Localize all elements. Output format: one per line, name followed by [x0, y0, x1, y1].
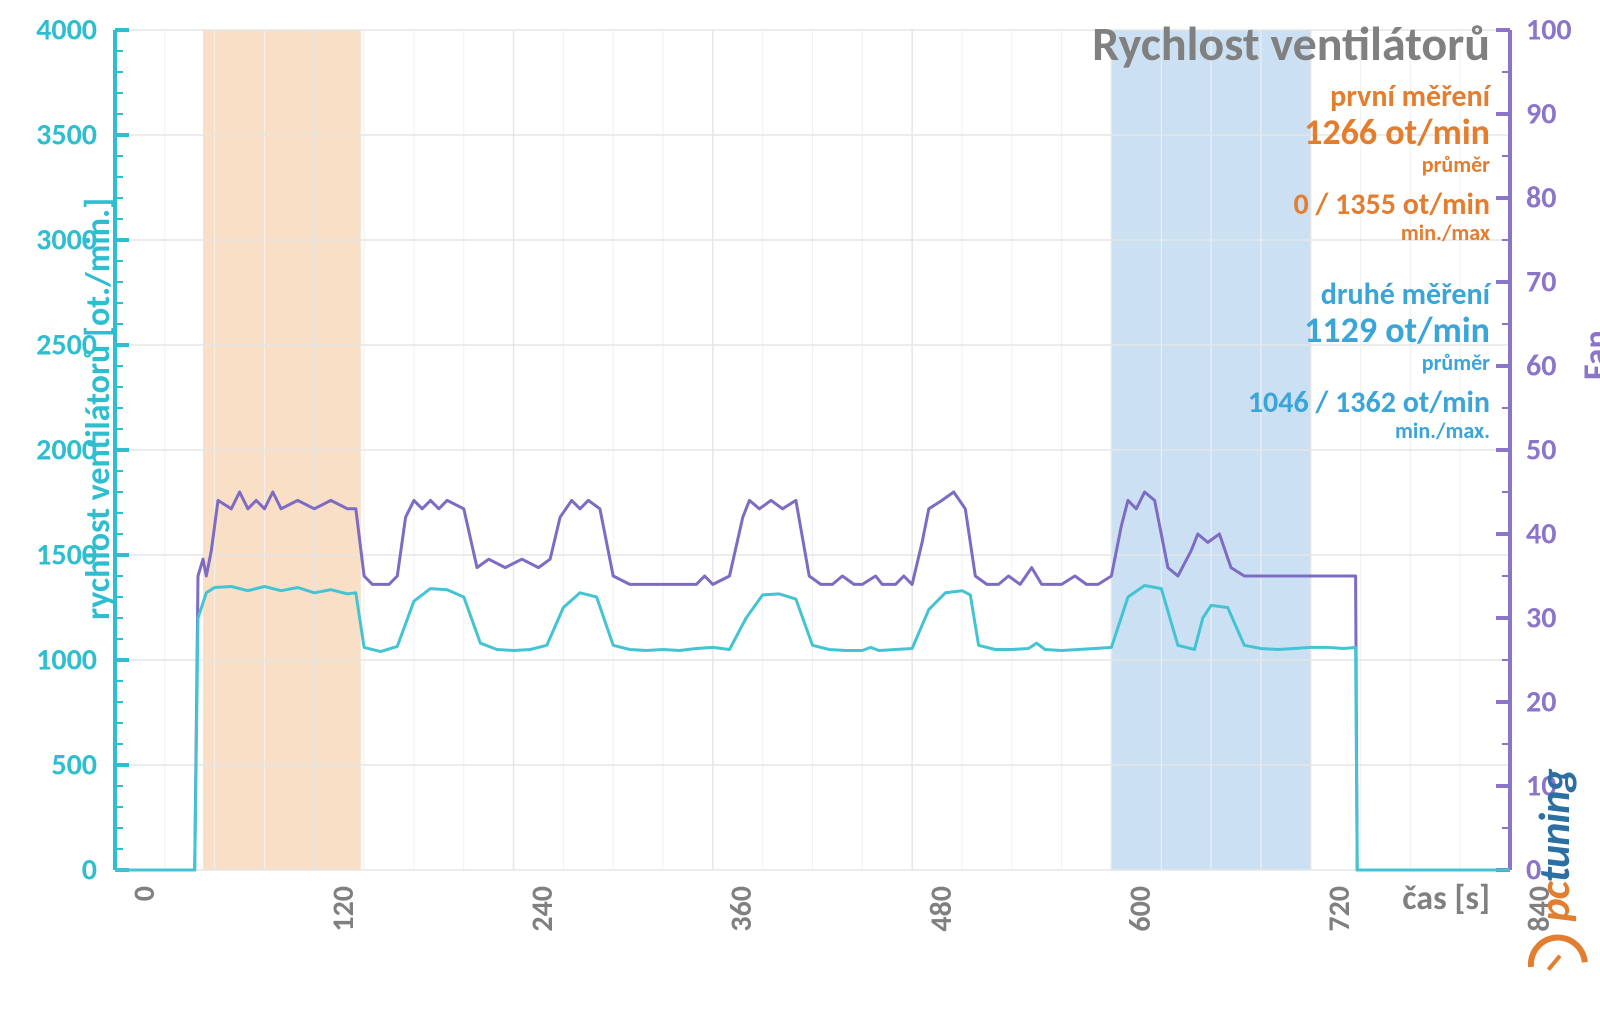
y2-tick: 20 [1526, 684, 1556, 721]
x-tick: 120 [325, 886, 362, 932]
stats-measurement-2: druhé měření 1129 ot/min průměr 1046 / 1… [1248, 278, 1490, 442]
y2-axis-label: Fan speed [%] [1576, 296, 1600, 380]
x-tick: 480 [923, 886, 960, 932]
chart-title: Rychlost ventilátorů [1092, 14, 1490, 73]
x-tick: 0 [126, 886, 163, 901]
stats-measurement-1: první měření 1266 ot/min průměr 0 / 1355… [1293, 80, 1490, 244]
fan-speed-chart: Rychlost ventilátorů rychlost ventilátor… [0, 0, 1600, 1009]
y2-tick: 60 [1526, 348, 1556, 385]
y1-tick: 3000 [0, 222, 97, 259]
y1-tick: 2000 [0, 432, 97, 469]
y2-tick: 50 [1526, 432, 1556, 469]
y1-tick: 3500 [0, 117, 97, 154]
y2-tick: 40 [1526, 516, 1556, 553]
y1-tick: 1500 [0, 537, 97, 574]
x-tick: 360 [723, 886, 760, 932]
x-tick: 720 [1321, 886, 1358, 932]
y1-tick: 1000 [0, 642, 97, 679]
x-axis-label: čas [s] [1402, 878, 1490, 919]
y2-tick: 100 [1526, 12, 1572, 49]
stat1-header: první měření [1293, 80, 1490, 113]
x-tick: 240 [524, 886, 561, 932]
stat2-range-sub: min./max. [1248, 419, 1490, 442]
stat1-range: 0 / 1355 ot/min [1293, 188, 1490, 221]
clock-icon [1516, 922, 1600, 1007]
y1-tick: 2500 [0, 327, 97, 364]
pctuning-watermark: pctuning [1527, 769, 1588, 994]
y2-tick: 70 [1526, 264, 1556, 301]
y1-tick: 500 [0, 747, 97, 784]
stat1-range-sub: min./max [1293, 221, 1490, 244]
y2-tick: 80 [1526, 180, 1556, 217]
stat2-header: druhé měření [1248, 278, 1490, 311]
stat1-avg-sub: průměr [1293, 153, 1490, 176]
y2-tick: 90 [1526, 96, 1556, 133]
y2-tick: 30 [1526, 600, 1556, 637]
y1-tick: 0 [0, 852, 97, 889]
x-tick: 600 [1122, 886, 1159, 932]
stat2-avg: 1129 ot/min [1248, 311, 1490, 351]
stat1-avg: 1266 ot/min [1293, 113, 1490, 153]
stat2-range: 1046 / 1362 ot/min [1248, 386, 1490, 419]
stat2-avg-sub: průměr [1248, 351, 1490, 374]
y1-tick: 4000 [0, 12, 97, 49]
